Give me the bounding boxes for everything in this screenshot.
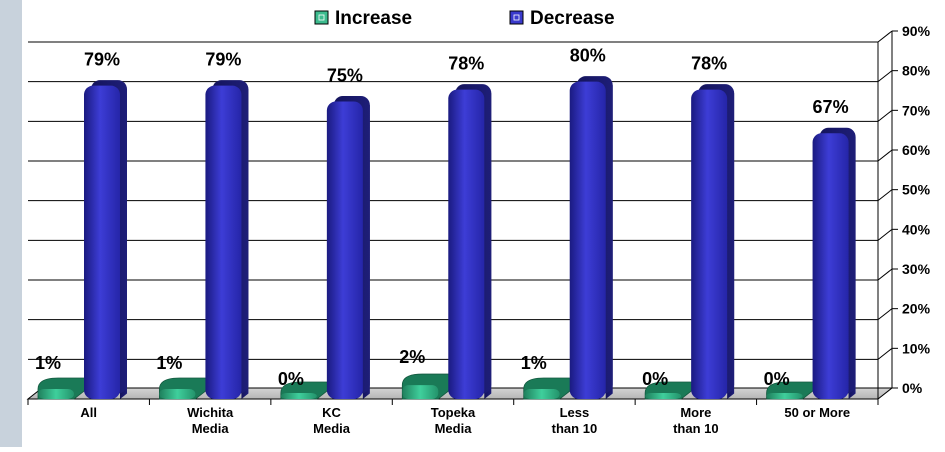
increase-bar [644, 381, 696, 400]
increase-value-label: 2% [399, 347, 425, 367]
increase-bar [401, 373, 453, 400]
legend-increase-swatch [314, 10, 329, 25]
y-tick-label: 30% [902, 261, 931, 277]
y-tick-label: 20% [902, 301, 931, 317]
x-tick-label: Less than 10 [552, 405, 598, 436]
decrease-bar [569, 76, 613, 400]
increase-value-label: 1% [156, 353, 182, 373]
decrease-value-label: 79% [205, 50, 241, 70]
x-tick-label: 50 or More [784, 405, 850, 420]
decrease-value-label: 80% [570, 46, 606, 66]
y-tick-label: 70% [902, 102, 931, 118]
gridline-depth [877, 70, 893, 83]
decrease-value-label: 67% [813, 97, 849, 117]
gridline-depth [877, 189, 893, 202]
y-tick-label: 90% [902, 23, 931, 39]
increase-value-label: 1% [521, 353, 547, 373]
decrease-bar [812, 127, 856, 399]
increase-bar [523, 377, 575, 400]
decrease-bar [691, 84, 735, 399]
increase-value-label: 0% [642, 369, 668, 389]
y-tick-label: 80% [902, 63, 931, 79]
y-tick-label: 40% [902, 221, 931, 237]
y-tick-label: 60% [902, 142, 931, 158]
decrease-bar [326, 96, 370, 399]
decrease-value-label: 79% [84, 50, 120, 70]
gridline-depth [877, 347, 893, 360]
left-frame-band [0, 0, 22, 447]
increase-bar [280, 381, 332, 400]
gridline-depth [877, 308, 893, 321]
decrease-value-label: 78% [448, 54, 484, 74]
y-tick-label: 10% [902, 340, 931, 356]
legend-decrease: Decrease [509, 8, 615, 29]
increase-value-label: 0% [764, 369, 790, 389]
increase-value-label: 1% [35, 353, 61, 373]
legend-increase: Increase [314, 8, 412, 29]
gridline-depth [877, 30, 893, 43]
decrease-bar [448, 84, 492, 399]
gridline-depth [877, 228, 893, 241]
x-tick-label: Wichita Media [187, 405, 234, 436]
gridline-depth [877, 149, 893, 162]
legend-increase-label: Increase [335, 8, 412, 29]
x-tick-label: All [80, 405, 97, 420]
decrease-value-label: 78% [691, 54, 727, 74]
x-tick-label: Topeka Media [431, 405, 476, 436]
gridline-depth [877, 268, 893, 281]
decrease-value-label: 75% [327, 66, 363, 86]
increase-value-label: 0% [278, 369, 304, 389]
x-tick-label: KC Media [313, 405, 351, 436]
decrease-bar [84, 80, 127, 399]
y-tick-label: 0% [902, 380, 923, 396]
gridline-depth [877, 109, 893, 122]
legend-decrease-label: Decrease [530, 8, 615, 29]
legend-decrease-swatch [509, 10, 524, 25]
y-tick-label: 50% [902, 182, 931, 198]
increase-bar [766, 381, 817, 400]
x-tick-label: More than 10 [673, 405, 719, 436]
decrease-bar [205, 80, 249, 399]
